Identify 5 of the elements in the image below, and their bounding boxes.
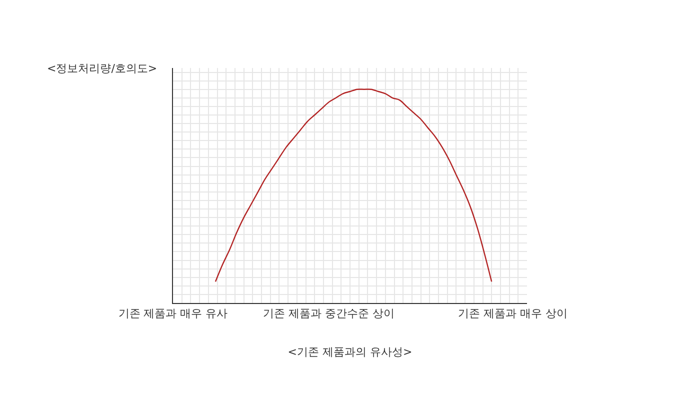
- x-tick-label: 기존 제품과 중간수준 상이: [263, 307, 395, 320]
- x-tick-label: 기존 제품과 매우 유사: [118, 307, 228, 320]
- x-axis-title: <기존 제품과의 유사성>: [288, 345, 412, 358]
- x-tick-label: 기존 제품과 매우 상이: [458, 307, 568, 320]
- y-axis-title: <정보처리량/호의도>: [47, 62, 158, 75]
